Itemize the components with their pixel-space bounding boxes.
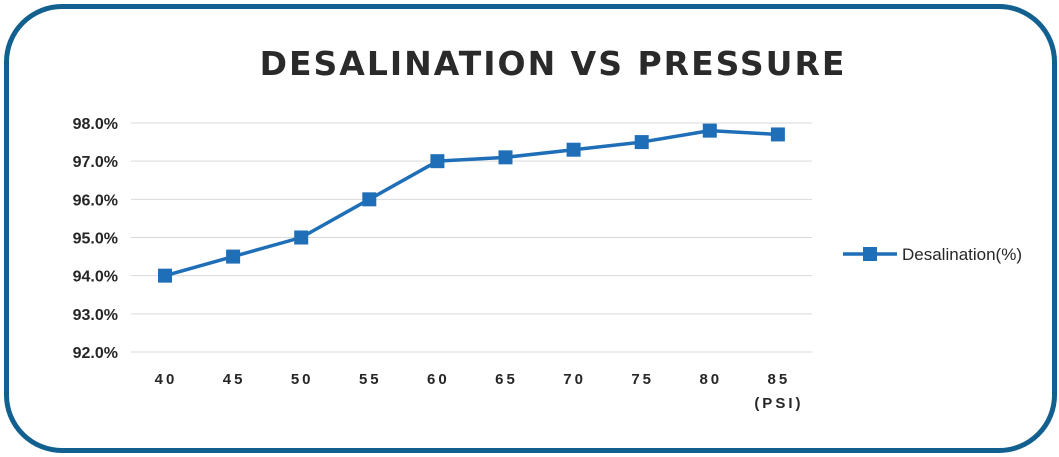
data-point-marker [770,127,785,142]
x-tick-label: 40 [155,371,178,388]
legend-label-desalination: Desalination(%) [902,245,1022,264]
y-tick-label: 94.0% [73,269,118,286]
y-tick-label: 97.0% [73,154,118,171]
x-tick-label: 65 [495,371,518,388]
y-tick-label: 95.0% [73,231,118,248]
y-tick-label: 96.0% [73,192,118,209]
series-line [164,128,778,278]
x-tick-label: 70 [563,371,586,388]
data-point-marker [226,249,241,264]
y-axis-ticks: 92.0% 93.0% 94.0% 95.0% 96.0% 97.0% 98.0% [73,116,118,362]
chart-title: DESALINATION VS PRESSURE [259,44,847,83]
x-tick-label: 45 [223,371,246,388]
x-tick-label: 85 [768,371,791,388]
data-point-marker [634,135,649,150]
gridlines [131,122,812,353]
x-axis-unit-label: (PSI) [754,395,803,412]
x-tick-label: 75 [631,371,654,388]
y-tick-label: 92.0% [73,345,118,362]
x-tick-label: 50 [291,371,314,388]
data-point-marker [158,268,172,283]
legend-marker [863,247,877,261]
data-point-marker [430,154,445,169]
y-tick-label: 98.0% [73,116,118,133]
data-point-marker [362,192,377,207]
y-tick-label: 93.0% [73,307,118,324]
x-tick-label: 80 [699,371,722,388]
chart-frame [4,4,1057,453]
x-tick-label: 55 [359,371,382,388]
data-point-marker [498,150,513,165]
series-desalination [158,123,785,283]
legend: Desalination(%) [843,245,1022,264]
data-point-marker [702,123,717,138]
x-axis-ticks: 40 45 50 55 60 65 70 75 80 85 [155,371,791,388]
data-point-marker [294,230,309,245]
data-point-marker [566,142,581,157]
x-tick-label: 60 [427,371,450,388]
